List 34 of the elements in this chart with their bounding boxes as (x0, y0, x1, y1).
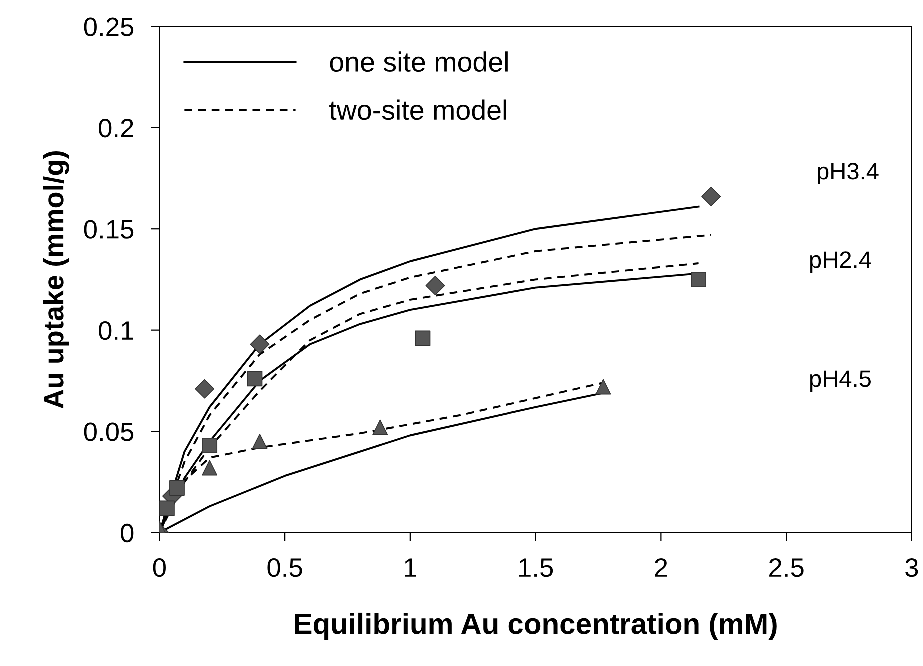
point (160, 500, 175, 516)
annotation: pH4.5 (810, 370, 871, 392)
point (426, 276, 446, 296)
point (195, 379, 215, 399)
annotation: pH2.4 (810, 252, 872, 274)
point (247, 371, 263, 387)
point (372, 420, 388, 436)
x-tick-label: 1.5 (519, 558, 554, 578)
y-tick-label: 0.05 (84, 422, 134, 442)
point (250, 334, 270, 354)
point (170, 480, 185, 496)
point (202, 460, 218, 476)
y-tick-label: 0.2 (99, 119, 134, 138)
x-tick-label: 2.5 (770, 558, 804, 578)
y-tick-label: 0 (121, 524, 134, 543)
x-axis-title: Equilibrium Au concentration (mM) (295, 612, 777, 640)
point (252, 434, 268, 450)
legend-label: two-site model (330, 100, 506, 120)
x-tick-label: 0 (153, 558, 166, 578)
point (596, 379, 612, 395)
x-tick-label: 2 (655, 558, 668, 577)
legend-label: one site model (330, 52, 508, 72)
x-tick-label: 0.5 (268, 558, 302, 578)
point (702, 186, 722, 206)
y-tick-label: 0.1 (99, 321, 134, 340)
y-axis-title: Au uptake (mmol/g) (43, 151, 70, 409)
x-tick-label: 3 (906, 558, 918, 578)
point (415, 330, 431, 346)
y-tick-label: 0.25 (84, 18, 134, 36)
point (691, 272, 706, 288)
x-tick-label: 1 (405, 558, 416, 577)
point (202, 438, 218, 454)
y-tick-label: 0.15 (84, 220, 134, 239)
annotation: pH3.4 (818, 163, 879, 184)
